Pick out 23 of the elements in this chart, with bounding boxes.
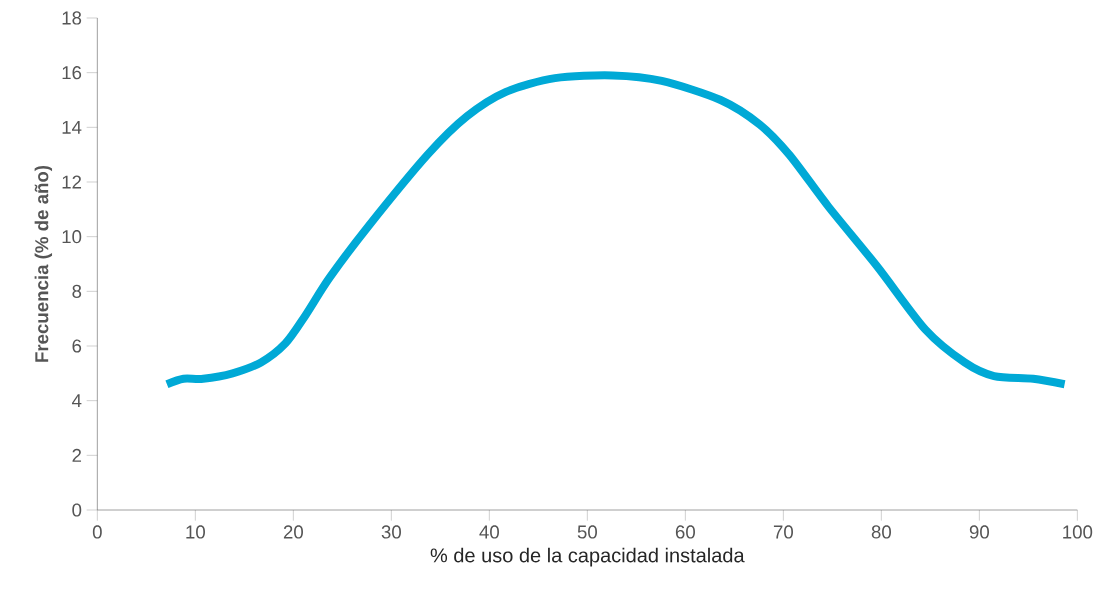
y-axis-title: Frecuencia (% de año) bbox=[34, 165, 53, 362]
x-tick-label: 90 bbox=[969, 525, 990, 539]
y-tick-label: 8 bbox=[72, 284, 82, 298]
x-tick-label: 20 bbox=[283, 525, 303, 539]
x-tick-label: 80 bbox=[871, 525, 891, 539]
x-tick-label: 100 bbox=[1063, 525, 1093, 539]
y-tick-label: 14 bbox=[62, 120, 82, 134]
x-tick-label: 10 bbox=[186, 525, 205, 539]
y-tick-label: 0 bbox=[72, 503, 82, 517]
y-tick-label: 16 bbox=[62, 66, 82, 80]
x-tick-label: 0 bbox=[92, 525, 102, 539]
x-tick-label: 60 bbox=[675, 525, 695, 539]
x-tick-label: 40 bbox=[479, 525, 499, 539]
y-tick-label: 18 bbox=[62, 11, 82, 25]
y-tick-label: 4 bbox=[72, 394, 82, 408]
x-tick-label: 50 bbox=[577, 525, 597, 539]
y-tick-label: 2 bbox=[72, 448, 82, 462]
x-tick-label: 70 bbox=[773, 525, 793, 539]
x-tick-label: 30 bbox=[381, 525, 401, 539]
y-tick-label: 12 bbox=[62, 175, 82, 189]
y-tick-label: 10 bbox=[62, 230, 82, 244]
y-tick-label: 6 bbox=[72, 339, 82, 353]
x-axis-title: % de uso de la capacidad instalada bbox=[430, 547, 745, 567]
